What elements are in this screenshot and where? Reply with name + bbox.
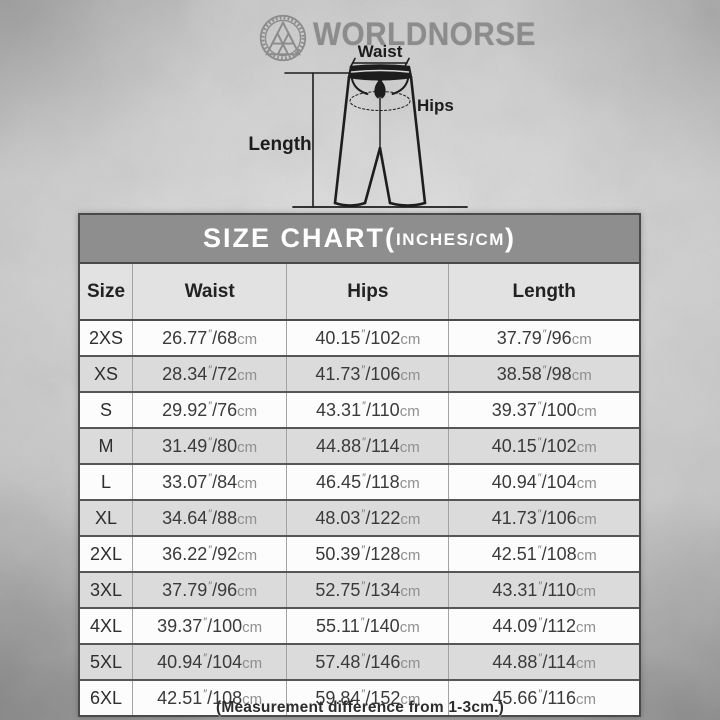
waist-cell: 33.07″/84cm — [132, 464, 287, 501]
size-cell: XS — [80, 356, 133, 393]
valknut-emblem-icon — [259, 14, 307, 62]
hips-cell: 43.31″/110cm — [286, 392, 449, 429]
waist-cell: 40.94″/104cm — [132, 644, 287, 681]
waist-cell: 34.64″/88cm — [132, 500, 287, 537]
size-cell: M — [80, 428, 133, 465]
length-cell: 44.09″/112cm — [448, 608, 639, 645]
hips-cell: 55.11″/140cm — [286, 608, 449, 645]
table-row: 2XL 36.22″/92cm 50.39″/128cm 42.51″/108cm — [80, 536, 639, 573]
size-cell: 5XL — [80, 644, 133, 681]
hips-cell: 40.15″/102cm — [286, 320, 449, 357]
col-header-hips: Hips — [286, 264, 449, 321]
waist-cell: 26.77″/68cm — [132, 320, 287, 357]
hips-cell: 44.88″/114cm — [286, 428, 449, 465]
table-row: XL 34.64″/88cm 48.03″/122cm 41.73″/106cm — [80, 500, 639, 537]
hips-cell: 46.45″/118cm — [286, 464, 449, 501]
table-row: L 33.07″/84cm 46.45″/118cm 40.94″/104cm — [80, 464, 639, 501]
length-label: Length — [248, 134, 311, 155]
hips-cell: 52.75″/134cm — [286, 572, 449, 609]
col-header-size: Size — [80, 264, 133, 321]
length-cell: 38.58″/98cm — [448, 356, 639, 393]
pants-diagram: Waist Hips Length — [248, 42, 468, 208]
size-table-body: 2XS 26.77″/68cm 40.15″/102cm 37.79″/96cm XS 2… — [80, 320, 639, 715]
title-units: INCHES/CM — [396, 230, 505, 249]
table-row: 2XS 26.77″/68cm 40.15″/102cm 37.79″/96cm — [80, 320, 639, 357]
title-main: SIZE CHART( — [203, 223, 397, 253]
col-header-length: Length — [448, 264, 639, 321]
hips-cell: 59.84″/152cm — [286, 680, 449, 715]
waist-cell: 36.22″/92cm — [132, 536, 287, 573]
waist-cell: 39.37″/100cm — [132, 608, 287, 645]
table-row: S 29.92″/76cm 43.31″/110cm 39.37″/100cm — [80, 392, 639, 429]
size-cell: 6XL — [90, 687, 123, 708]
waist-cell: 28.34″/72cm — [132, 356, 287, 393]
table-row: 4XL 39.37″/100cm 55.11″/140cm 44.09″/112cm — [80, 608, 639, 645]
waist-cell: 29.92″/76cm — [132, 392, 287, 429]
length-cell: 45.66″/116cm — [448, 680, 639, 715]
size-cell: 2XS — [80, 320, 133, 357]
length-cell: 39.37″/100cm — [448, 392, 639, 429]
waist-label: Waist — [358, 42, 403, 61]
hips-label: Hips — [417, 96, 454, 115]
table-row: 5XL 40.94″/104cm 57.48″/146cm 44.88″/114cm — [80, 644, 639, 681]
size-chart-title: SIZE CHART(INCHES/CM) — [80, 215, 639, 264]
hips-cell: 50.39″/128cm — [286, 536, 449, 573]
table-row: M 31.49″/80cm 44.88″/114cm 40.15″/102cm — [80, 428, 639, 465]
length-cell: 37.79″/96cm — [448, 320, 639, 357]
title-close-paren: ) — [504, 223, 516, 253]
length-cell: 43.31″/110cm — [448, 572, 639, 609]
waist-cell: 31.49″/80cm — [132, 428, 287, 465]
waist-cell: 42.51″/108cm — [132, 680, 287, 715]
waist-cell: 37.79″/96cm — [132, 572, 287, 609]
hips-cell: 57.48″/146cm — [286, 644, 449, 681]
hips-cell: 48.03″/122cm — [286, 500, 449, 537]
brand-name: WORLDNORSE — [313, 16, 536, 52]
hips-cell: 41.73″/106cm — [286, 356, 449, 393]
header-row: Size Waist Hips Length — [80, 264, 639, 321]
size-chart-panel: SIZE CHART(INCHES/CM) Size Waist Hips Le… — [78, 213, 641, 717]
table-row: 3XL 37.79″/96cm 52.75″/134cm 43.31″/110cm — [80, 572, 639, 609]
size-cell: S — [80, 392, 133, 429]
length-cell: 41.73″/106cm — [448, 500, 639, 537]
size-cell: XL — [80, 500, 133, 537]
size-cell: 4XL — [80, 608, 133, 645]
length-cell: 42.51″/108cm — [448, 536, 639, 573]
table-row: XS 28.34″/72cm 41.73″/106cm 38.58″/98cm — [80, 356, 639, 393]
measurement-note: (Measurement difference from 1-3cm.) — [215, 699, 504, 716]
table-row: 6XL 42.51″/108cm 59.84″/152cm 45.66″/116cm — [80, 680, 639, 715]
col-header-waist: Waist — [132, 264, 287, 321]
size-cell: L — [80, 464, 133, 501]
length-cell: 40.15″/102cm — [448, 428, 639, 465]
size-cell: 2XL — [80, 536, 133, 573]
length-cell: 44.88″/114cm — [448, 644, 639, 681]
size-cell: 3XL — [80, 572, 133, 609]
length-cell: 40.94″/104cm — [448, 464, 639, 501]
size-table: Size Waist Hips Length 2XS 26.77″/68cm 40.… — [80, 264, 639, 715]
